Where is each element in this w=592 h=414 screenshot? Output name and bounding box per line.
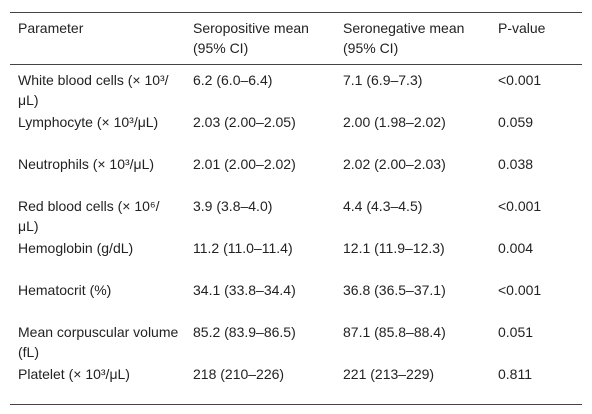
table-cell: 0.051 — [498, 324, 534, 340]
table-cell: <0.001 — [498, 198, 542, 214]
table-body: White blood cells (× 10³/μL) 6.2 (6.0–6.4… — [10, 65, 582, 404]
table-cell: 11.2 (11.0–11.4) — [193, 240, 293, 256]
table-cell: 12.1 (11.9–12.3) — [343, 240, 445, 256]
table-cell: 85.2 (83.9–86.5) — [193, 324, 296, 340]
table-cell: 0.811 — [498, 366, 532, 382]
table-cell: 2.00 (1.98–2.02) — [343, 114, 446, 130]
header-cell: P-value — [498, 20, 546, 36]
header-cell: Parameter — [18, 20, 84, 36]
table-cell: 87.1 (85.8–88.4) — [343, 324, 446, 340]
table-cell: 218 (210–226) — [193, 366, 285, 382]
table-cell: 2.01 (2.00–2.02) — [193, 156, 296, 172]
table-cell: Hemoglobin (g/dL) — [18, 240, 134, 256]
table-cell: 7.1 (6.9–7.3) — [343, 72, 423, 88]
table-cell: Hematocrit (%) — [18, 282, 112, 298]
table-cell: Platelet (× 10³/μL) — [18, 366, 130, 382]
table-cell: 36.8 (36.5–37.1) — [343, 282, 446, 298]
header-cell: Seropositive mean (95% CI) — [193, 20, 309, 56]
table-cell: Lymphocyte (× 10³/μL) — [18, 114, 159, 130]
table-cell: Neutrophils (× 10³/μL) — [18, 156, 155, 172]
table-cell: 2.03 (2.00–2.05) — [193, 114, 296, 130]
table-row: Hemoglobin (g/dL) 11.2 (11.0–11.4) 12.1 (1… — [10, 236, 582, 278]
table-cell: Mean corpuscular volume (fL) — [18, 324, 179, 360]
table-cell: 0.038 — [498, 156, 534, 172]
table-cell: <0.001 — [498, 72, 542, 88]
table-cell: 221 (213–229) — [343, 366, 435, 382]
table-cell: 0.004 — [498, 240, 534, 256]
table-cell: Red blood cells (× 10⁶/μL) — [18, 198, 160, 234]
table-row: Mean corpuscular volume (fL) 85.2 (83.9–8… — [10, 320, 582, 362]
table-row: White blood cells (× 10³/μL) 6.2 (6.0–6.4… — [10, 65, 582, 111]
table-cell: 34.1 (33.8–34.4) — [193, 282, 296, 298]
table-row: Neutrophils (× 10³/μL) 2.01 (2.00–2.02) 2.… — [10, 152, 582, 194]
table-cell: 4.4 (4.3–4.5) — [343, 198, 423, 214]
table-cell: 2.02 (2.00–2.03) — [343, 156, 446, 172]
table-row: Hematocrit (%) 34.1 (33.8–34.4) 36.8 (36.5… — [10, 278, 582, 320]
table-header: Parameter Seropositive mean (95% CI) Seron… — [10, 12, 582, 65]
header-row: Parameter Seropositive mean (95% CI) Seron… — [10, 12, 582, 65]
table-row: Red blood cells (× 10⁶/μL) 3.9 (3.8–4.0) 4… — [10, 194, 582, 236]
table-cell: 6.2 (6.0–6.4) — [193, 72, 273, 88]
table-cell: 3.9 (3.8–4.0) — [193, 198, 273, 214]
table-row: Platelet (× 10³/μL) 218 (210–226) 221 (213… — [10, 362, 582, 404]
table-cell: <0.001 — [498, 282, 542, 298]
header-cell: Seronegative mean (95% CI) — [343, 20, 465, 56]
table-row: Lymphocyte (× 10³/μL) 2.03 (2.00–2.05) 2.0… — [10, 110, 582, 152]
table-cell: 0.059 — [498, 114, 534, 130]
data-table: Parameter Seropositive mean (95% CI) Seron… — [10, 12, 582, 405]
table-cell: White blood cells (× 10³/μL) — [18, 72, 169, 108]
